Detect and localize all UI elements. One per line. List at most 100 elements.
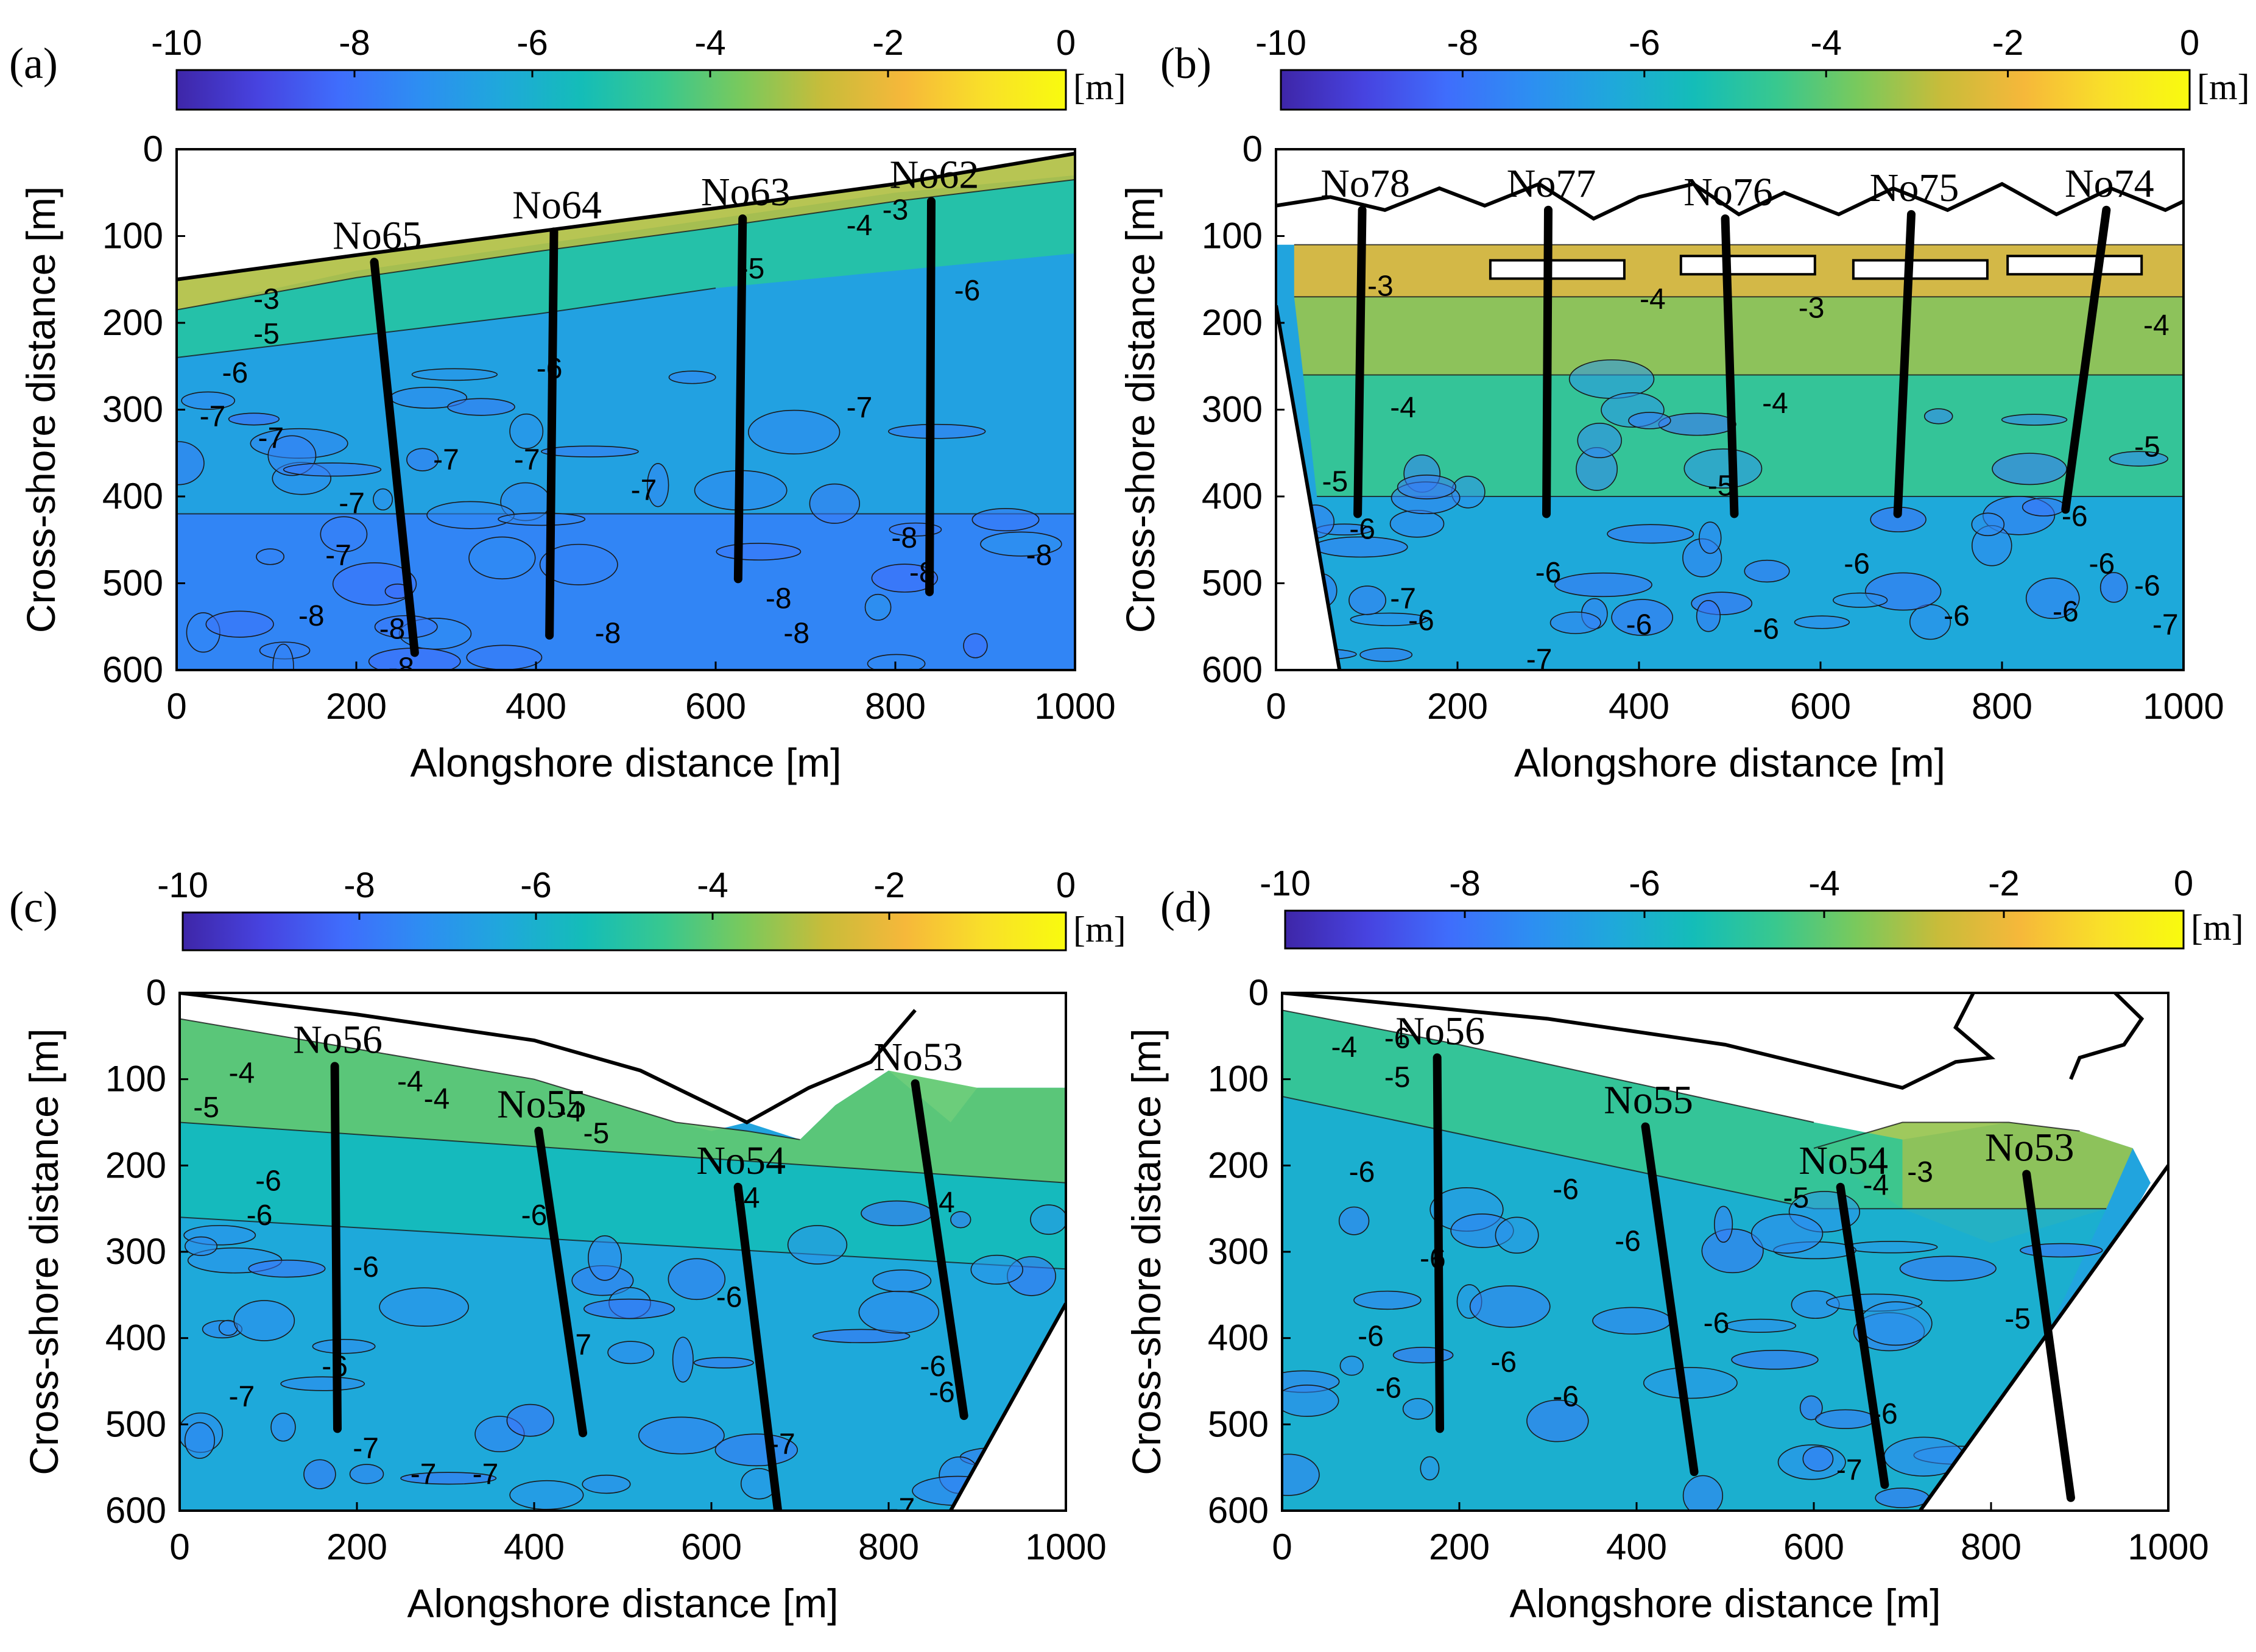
transect-line [534, 1126, 588, 1438]
y-tick-label: 500 [1208, 1403, 1269, 1444]
transect-label: No53 [1985, 1126, 2074, 1170]
y-tick-label: 200 [1208, 1145, 1269, 1185]
y-tick-label: 200 [1202, 302, 1263, 343]
colorbar-tick-label: 0 [1056, 23, 1076, 63]
boundary-line [1276, 305, 1342, 670]
x-tick-label: 200 [326, 1527, 387, 1567]
panel-label: (b) [1160, 39, 1211, 88]
colorbar-unit: [m] [2197, 67, 2250, 107]
colorbar-tick-label: -10 [1260, 864, 1311, 903]
contour-label: -6 [1535, 557, 1562, 589]
contour-label: -7 [631, 475, 657, 507]
contour-label: -4 [424, 1083, 450, 1115]
depth-field: -4-5-4-4 -4-5-6-6-6-6-4 -4-6-6-6-7-7-7-7 -7… [180, 993, 1066, 1511]
colorbar [1280, 69, 2191, 111]
transect-label: No74 [2065, 161, 2154, 206]
panel-a: -3-5-6-7-7-7 -7-7-7-7-7-6-5-4 -3-6-8 -8 -8-8… [9, 23, 1126, 785]
transect-line [911, 1079, 968, 1421]
contour-label: -6 [2062, 500, 2088, 532]
transect-line [925, 197, 936, 596]
transect-label: No62 [890, 153, 979, 197]
contour-line [180, 1121, 1066, 1184]
contour-label: -6 [537, 353, 563, 385]
y-axis-label: Cross-shore distance [m] [1124, 1028, 1169, 1475]
depth-field: -3-5-6-7-7-7 -7-7-7-7-7-6-5-4 -3-6-8 -8 -8-8… [177, 149, 1075, 670]
colorbar-tick-label: -2 [1992, 23, 2024, 63]
transect-line [370, 258, 419, 657]
colorbar-tick-label: -6 [1629, 864, 1660, 903]
contour-label: -6 [521, 1199, 548, 1232]
land-area [1276, 149, 2184, 219]
colorbar-tick-label: -2 [1988, 864, 2020, 903]
contour-label: -4 [1331, 1031, 1358, 1064]
contour-label: -6 [255, 1165, 281, 1197]
contour-line [180, 1216, 1066, 1270]
y-tick-label: 100 [102, 216, 163, 256]
contour-label: -3 [253, 283, 280, 316]
contour-line [180, 1018, 800, 1140]
x-tick-label: 600 [681, 1527, 742, 1567]
transect-label: No53 [873, 1035, 963, 1079]
transect-label: No77 [1507, 161, 1596, 206]
y-tick-label: 600 [105, 1490, 166, 1531]
contour-label: -5 [193, 1092, 219, 1124]
contour-label: -8 [1026, 539, 1052, 571]
contour-label: -7 [2152, 609, 2179, 641]
colorbar-tick-label: 0 [1056, 866, 1076, 905]
colorbar-unit: [m] [1073, 909, 1126, 950]
x-tick-label: 200 [326, 686, 387, 727]
transect-label: No55 [497, 1082, 587, 1127]
x-tick-label: 600 [685, 686, 746, 727]
contour-label: -6 [247, 1199, 273, 1232]
transect-label: No65 [333, 213, 422, 258]
contour-label: -6 [2134, 570, 2160, 602]
colorbar-tick-label: -4 [694, 23, 726, 63]
contour-label: -7 [769, 1428, 795, 1460]
transect-line [733, 1182, 783, 1511]
land-area [1282, 993, 1991, 1088]
transect-line [1641, 1122, 1699, 1477]
colorbar-tick-label: -8 [344, 866, 375, 905]
contour-label: -8 [783, 618, 809, 650]
depth-zone [177, 253, 1075, 514]
y-tick-label: 0 [146, 972, 166, 1013]
contour-label: -4 [929, 1187, 955, 1219]
transect-line [1542, 205, 1553, 518]
y-tick-label: 100 [1208, 1059, 1269, 1100]
shoreline [180, 993, 917, 1124]
panel-label: (d) [1160, 883, 1211, 931]
x-tick-label: 1000 [2127, 1527, 2208, 1567]
contour-label: -8 [766, 583, 792, 615]
contour-label: -6 [1349, 1156, 1375, 1188]
contour-label: -8 [298, 600, 325, 632]
contour-line [1282, 1009, 1814, 1123]
contour-label: -7 [339, 487, 365, 520]
contour-label: -6 [1753, 613, 1779, 646]
depth-zone [1294, 297, 2184, 375]
contour-label: -6 [2053, 596, 2079, 628]
y-axis-label: Cross-shore distance [m] [1118, 186, 1163, 634]
transect-label: No56 [293, 1017, 382, 1062]
panel-b: -3 -4 -3-4-4 -4-5 -5-5-6-6 -6-6-6-6-6 -6 -6 -6 -6… [1118, 23, 2250, 785]
colorbar-unit: [m] [2191, 908, 2244, 948]
colorbar-tick-label: -8 [1449, 864, 1481, 903]
transect-line [1893, 210, 1916, 518]
colorbar-tick-label: -10 [151, 23, 202, 63]
contour-label: -6 [929, 1376, 955, 1408]
x-tick-label: 800 [858, 1527, 919, 1567]
panel-label: (c) [9, 883, 58, 931]
contour-label: -4 [557, 1096, 583, 1128]
contour-label: -4 [2143, 309, 2170, 342]
depth-zone [1303, 375, 2184, 496]
contour-label: -7 [433, 444, 459, 476]
colorbar-tick-label: -8 [339, 23, 370, 63]
contour-label: -6 [222, 357, 249, 389]
colorbar-unit: [m] [1073, 67, 1126, 107]
colorbar [175, 69, 1067, 111]
y-tick-label: 0 [143, 129, 163, 169]
transect-label: No55 [1604, 1078, 1693, 1123]
depth-zone [177, 514, 1075, 670]
contour-texture [177, 368, 1062, 670]
y-tick-label: 300 [1202, 389, 1263, 430]
contour-label: -4 [1762, 387, 1788, 420]
